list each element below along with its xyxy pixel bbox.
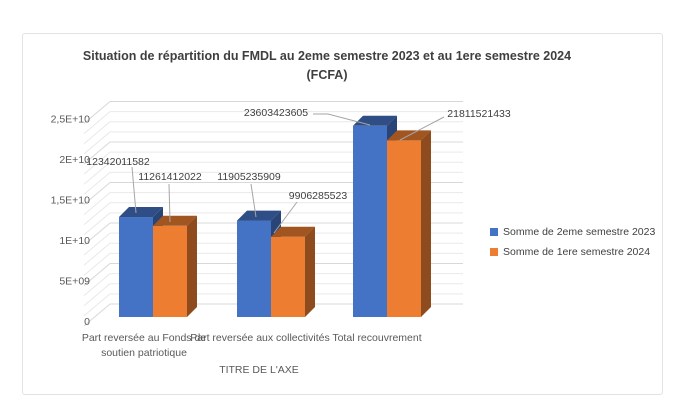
data-label-s1-c1: 12342011582 [86,156,150,168]
gridline-slant [83,252,111,276]
chart-title-line2: (FCFA) [306,68,348,82]
data-label-leader-s2-c3 [399,116,445,141]
legend-swatch-orange-icon [490,248,498,256]
bar-front-s2-c1 [153,225,187,317]
bar-front-s1-c1 [119,217,153,317]
gridline-slant [83,293,111,317]
x-axis-title: TITRE DE L'AXE [219,364,299,376]
gridline-slant [83,141,111,165]
data-label-s1-c3: 23603423605 [244,107,308,119]
y-axis-tick-1: 5E+09 [59,275,90,287]
data-label-leader-s1-c1 [131,166,137,214]
gridline-slant [83,111,111,135]
gridline-slant [83,202,111,226]
bar-front-s1-c3 [353,125,387,317]
bar-top-s1-c2 [237,210,281,221]
category-label-2: Part reversée aux collectivités [190,332,330,344]
gridline-slant [83,161,111,185]
legend-label-series-1: Somme de 2eme semestre 2023 [503,226,656,238]
bar-side-s2-c2 [305,226,315,317]
y-axis-tick-4: 2E+10 [59,154,90,166]
gridline-slant [83,222,111,246]
bar-side-s2-c1 [187,215,197,317]
legend-item-series-1: Somme de 2eme semestre 2023 [490,222,655,242]
gridline-slant [83,242,111,266]
gridline-slant [83,192,111,216]
data-label-leader-s2-c2 [273,201,298,234]
legend: Somme de 2eme semestre 2023 Somme de 1er… [490,222,655,262]
bar-front-s1-c2 [237,220,271,317]
data-label-leader-s1-c2 [250,183,257,218]
data-label-leader-s1-c3 [313,113,371,126]
gridline-slant [83,101,111,124]
gridline-slant [83,232,111,256]
gridline-slant [83,171,111,195]
bar-top-s2-c2 [271,226,315,237]
bar-side-s2-c3 [421,130,431,317]
bar-front-s2-c3 [387,140,421,317]
data-label-leader-s2-c1 [168,183,171,223]
chart-title: Situation de répartition du FMDL au 2eme… [22,47,632,85]
category-label-3: Total recouvrement [332,332,422,344]
category-label-1: Part reversée au Fonds de soutien patrio… [81,332,207,359]
y-axis-tick-5: 2,5E+10 [51,113,91,125]
y-axis-tick-3: 1,5E+10 [51,194,91,206]
bar-front-s2-c2 [271,236,305,317]
data-label-s2-c3: 21811521433 [447,108,511,120]
legend-label-series-2: Somme de 1ere semestre 2024 [503,246,651,258]
gridline-slant [83,212,111,236]
gridline-slant [83,182,111,205]
bar-top-s2-c1 [153,215,197,226]
bar-top-s1-c1 [119,207,163,218]
gridline-slant [83,151,111,175]
gridline-slant [83,283,111,307]
legend-swatch-blue-icon [490,228,498,236]
legend-item-series-2: Somme de 1ere semestre 2024 [490,242,655,262]
gridline-slant [83,303,111,327]
chart-title-line1: Situation de répartition du FMDL au 2eme… [82,49,572,63]
data-label-s1-c2: 11905235909 [217,171,281,183]
gridline-slant [83,131,111,155]
y-axis-tick-2: 1E+10 [59,235,90,247]
data-label-s2-c2: 9906285523 [289,190,348,202]
gridline-slant [83,121,111,145]
gridline-slant [83,263,111,286]
y-axis-tick-0: 0 [84,316,90,328]
gridline-slant [83,273,111,297]
data-label-s2-c1: 11261412022 [138,171,202,183]
